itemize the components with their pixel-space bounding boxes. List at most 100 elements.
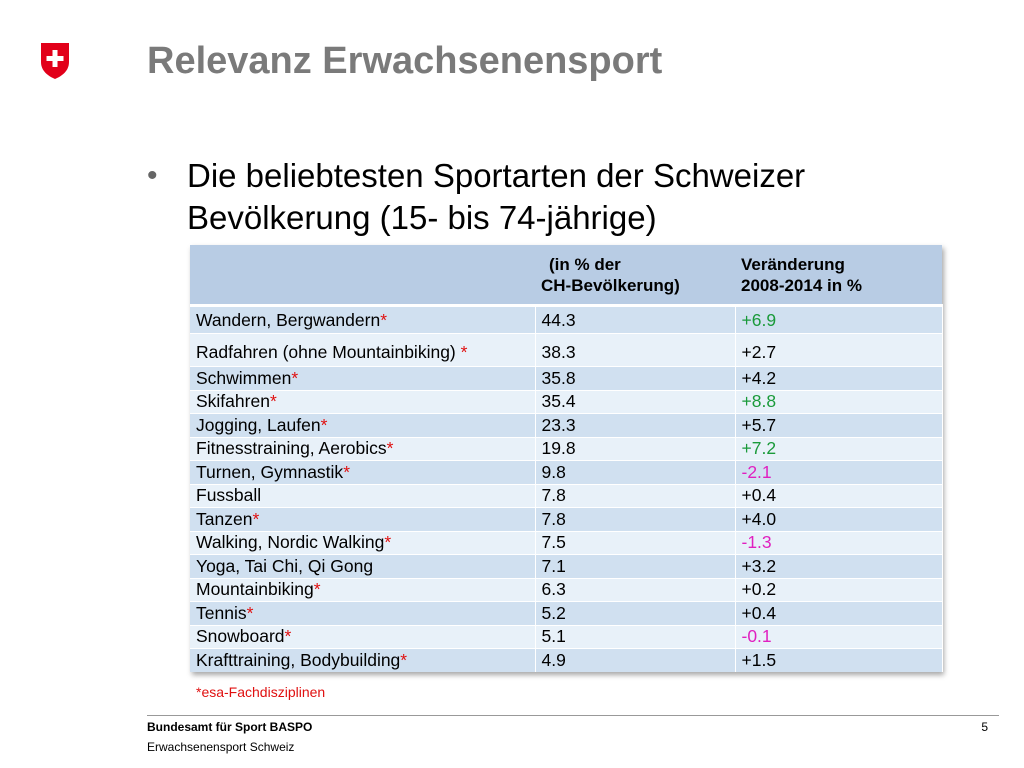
- table-row: Tanzen* 7.8 +4.0: [190, 507, 943, 531]
- esa-star-marker: *: [380, 309, 387, 330]
- header-change-line-1: Veränderung: [741, 254, 845, 274]
- esa-star-marker: *: [269, 391, 277, 412]
- sport-name: Yoga, Tai Chi, Qi Gong: [196, 555, 374, 576]
- cell-percentage: 7.1: [535, 554, 736, 578]
- cell-sport: Snowboard*: [190, 624, 536, 649]
- table-row: Yoga, Tai Chi, Qi Gong 7.1 +3.2: [190, 554, 943, 578]
- cell-sport: Tennis*: [190, 601, 536, 625]
- sport-name: Tanzen: [196, 508, 253, 529]
- cell-percentage: 4.9: [535, 648, 736, 672]
- cell-change: +0.4: [735, 601, 943, 625]
- cell-change: +4.0: [735, 507, 943, 531]
- table-row: Walking, Nordic Walking* 7.5 -1.3: [190, 530, 943, 555]
- cell-sport: Walking, Nordic Walking*: [190, 530, 536, 555]
- cell-change: +1.5: [735, 648, 943, 672]
- esa-star-marker: *: [384, 532, 392, 553]
- sport-name: Snowboard: [196, 626, 285, 647]
- cell-change: +7.2: [735, 436, 943, 461]
- esa-star-marker: *: [291, 367, 299, 388]
- cell-change: -0.1: [735, 624, 943, 649]
- footer-organization: Bundesamt für Sport BASPO: [147, 720, 313, 734]
- sports-table: (in % der CH-Bevölkerung) Veränderung 20…: [190, 245, 943, 672]
- sport-name: Radfahren (ohne Mountainbiking): [196, 341, 461, 362]
- bullet-line-1: Die beliebtesten Sportarten der Schweize…: [187, 157, 806, 194]
- sport-name: Jogging, Laufen: [196, 414, 321, 435]
- cell-percentage: 6.3: [535, 577, 736, 602]
- cell-change: +3.2: [735, 554, 943, 578]
- header-sport: [190, 245, 535, 307]
- table-header-row: (in % der CH-Bevölkerung) Veränderung 20…: [190, 245, 942, 307]
- page-number: 5: [981, 720, 988, 734]
- table-row: Krafttraining, Bodybuilding* 4.9 +1.5: [190, 648, 943, 672]
- table-row: Snowboard* 5.1 -0.1: [190, 624, 943, 649]
- cell-sport: Krafttraining, Bodybuilding*: [190, 648, 536, 672]
- cell-change: +0.2: [735, 577, 943, 602]
- cell-change: +8.8: [735, 389, 943, 414]
- cell-percentage: 7.8: [535, 507, 736, 531]
- sport-name: Fitnesstraining, Aerobics: [196, 438, 387, 459]
- header-change-line-2: 2008-2014 in %: [741, 275, 862, 295]
- table-row: Tennis* 5.2 +0.4: [190, 601, 943, 625]
- header-percentage-line-1: (in % der: [549, 254, 621, 274]
- cell-sport: Jogging, Laufen*: [190, 413, 536, 437]
- sport-name: Krafttraining, Bodybuilding: [196, 649, 401, 670]
- cell-change: +5.7: [735, 413, 943, 437]
- sport-name: Fussball: [196, 485, 262, 506]
- cell-percentage: 5.2: [535, 601, 736, 625]
- esa-star-marker: *: [246, 602, 254, 623]
- cell-sport: Radfahren (ohne Mountainbiking) *: [190, 333, 536, 367]
- cell-sport: Yoga, Tai Chi, Qi Gong: [190, 554, 536, 578]
- cell-sport: Fussball: [190, 483, 536, 508]
- swiss-shield-icon: [41, 43, 69, 79]
- cell-percentage: 23.3: [535, 413, 736, 437]
- table-row: Wandern, Bergwandern* 44.3 +6.9: [190, 305, 943, 334]
- cell-sport: Schwimmen*: [190, 366, 536, 390]
- esa-star-marker: *: [284, 626, 292, 647]
- bullet-line-2: Bevölkerung (15- bis 74-jährige): [187, 199, 657, 236]
- esa-star-marker: *: [400, 649, 408, 670]
- table-row: Fussball 7.8 +0.4: [190, 483, 943, 508]
- cell-change: +6.9: [735, 305, 943, 334]
- cell-percentage: 44.3: [535, 305, 736, 334]
- cell-percentage: 9.8: [535, 460, 736, 484]
- table-body: Wandern, Bergwandern* 44.3 +6.9 Radfahren (…: [190, 305, 943, 672]
- cell-change: -2.1: [735, 460, 943, 484]
- sport-name: Walking, Nordic Walking: [196, 532, 385, 553]
- cell-change: +0.4: [735, 483, 943, 508]
- table-row: Fitnesstraining, Aerobics* 19.8 +7.2: [190, 436, 943, 461]
- bullet-point: • Die beliebtesten Sportarten der Schwei…: [147, 155, 947, 239]
- esa-star-marker: *: [460, 341, 468, 362]
- sport-name: Tennis: [196, 602, 247, 623]
- sport-name: Skifahren: [196, 391, 270, 412]
- footnote: *esa-Fachdisziplinen: [196, 684, 326, 700]
- table-row: Radfahren (ohne Mountainbiking) * 38.3 +2.…: [190, 333, 943, 367]
- cell-sport: Fitnesstraining, Aerobics*: [190, 436, 536, 461]
- cell-percentage: 35.8: [535, 366, 736, 390]
- bullet-dot-icon: •: [147, 159, 158, 192]
- esa-star-marker: *: [252, 508, 260, 529]
- cell-change: +4.2: [735, 366, 943, 390]
- sport-name: Schwimmen: [196, 367, 292, 388]
- cell-percentage: 7.5: [535, 530, 736, 555]
- cell-sport: Tanzen*: [190, 507, 536, 531]
- cell-percentage: 5.1: [535, 624, 736, 649]
- table-row: Turnen, Gymnastik* 9.8 -2.1: [190, 460, 943, 484]
- cell-sport: Mountainbiking*: [190, 577, 536, 602]
- esa-star-marker: *: [320, 414, 328, 435]
- esa-star-marker: *: [386, 438, 394, 459]
- footer-divider: [147, 715, 999, 716]
- esa-star-marker: *: [313, 579, 321, 600]
- sport-name: Wandern, Bergwandern: [196, 309, 381, 330]
- esa-star-marker: *: [343, 461, 350, 482]
- header-percentage: (in % der CH-Bevölkerung): [535, 245, 735, 307]
- table-row: Skifahren* 35.4 +8.8: [190, 389, 943, 414]
- table-row: Jogging, Laufen* 23.3 +5.7: [190, 413, 943, 437]
- header-change: Veränderung 2008-2014 in %: [735, 245, 942, 307]
- cell-sport: Turnen, Gymnastik*: [190, 460, 536, 484]
- cell-sport: Wandern, Bergwandern*: [190, 305, 536, 334]
- table-row: Mountainbiking* 6.3 +0.2: [190, 577, 943, 602]
- table-row: Schwimmen* 35.8 +4.2: [190, 366, 943, 390]
- cell-percentage: 35.4: [535, 389, 736, 414]
- header-percentage-line-2: CH-Bevölkerung): [541, 275, 680, 295]
- sport-name: Turnen, Gymnastik: [196, 461, 344, 482]
